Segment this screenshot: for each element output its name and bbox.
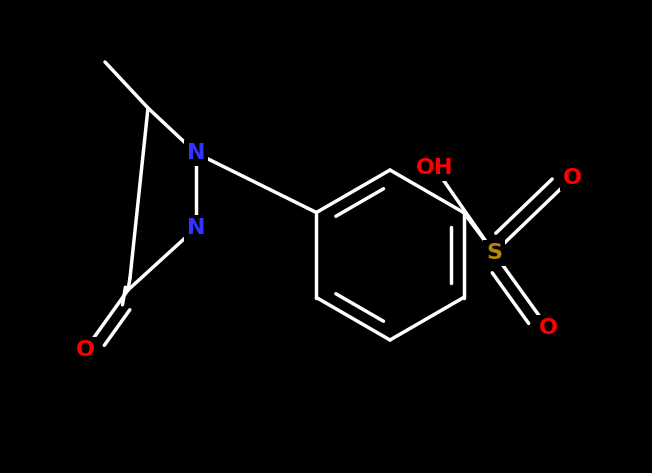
Text: N: N — [186, 143, 205, 163]
Text: O: O — [539, 318, 557, 338]
Text: S: S — [486, 243, 502, 263]
Text: N: N — [186, 218, 205, 238]
Text: O: O — [76, 340, 95, 360]
Text: OH: OH — [416, 158, 454, 178]
Text: O: O — [563, 168, 582, 188]
